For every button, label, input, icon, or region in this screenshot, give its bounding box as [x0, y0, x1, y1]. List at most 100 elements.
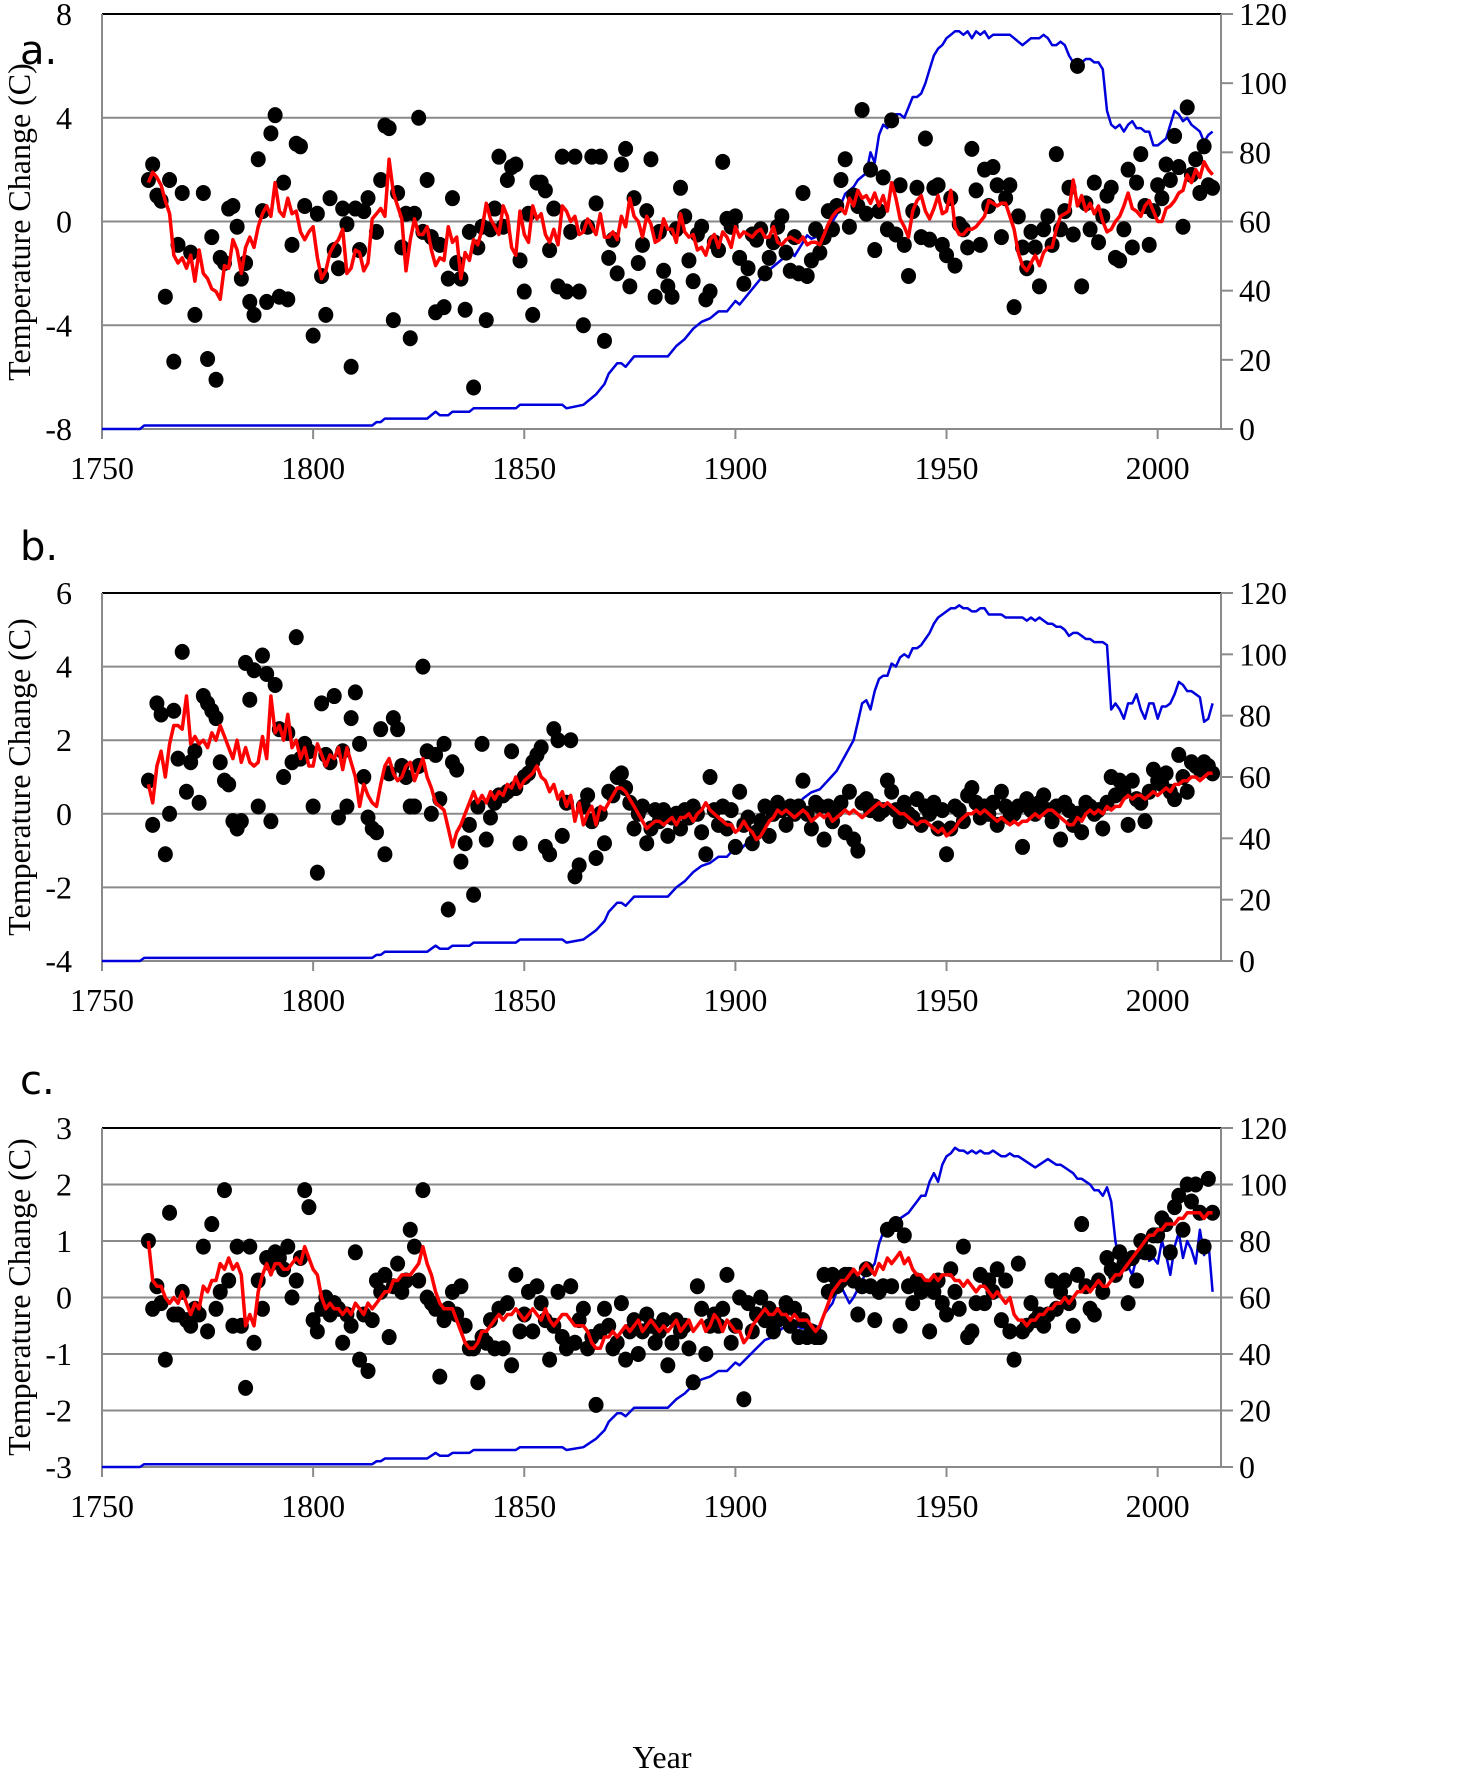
- data-point: [901, 267, 917, 284]
- data-point: [292, 138, 308, 155]
- data-point: [989, 1261, 1005, 1278]
- data-point: [250, 151, 266, 168]
- data-point: [195, 1238, 211, 1255]
- data-point: [411, 109, 427, 126]
- y-tick-label: 0: [56, 796, 72, 832]
- data-point: [884, 112, 900, 129]
- data-point: [140, 772, 156, 789]
- data-point: [596, 835, 612, 852]
- data-point: [1162, 172, 1178, 188]
- y2-tick-label: 40: [1239, 1336, 1271, 1372]
- data-point: [423, 805, 439, 822]
- y2-tick-label: 20: [1239, 342, 1271, 378]
- data-point: [660, 827, 676, 844]
- data-point: [546, 200, 562, 217]
- data-point: [630, 255, 646, 271]
- data-point: [516, 1306, 532, 1323]
- x-tick-label: 1800: [281, 982, 345, 1018]
- data-point: [364, 1312, 380, 1329]
- data-point: [360, 1362, 376, 1379]
- data-point: [280, 1238, 296, 1255]
- data-point: [516, 283, 532, 300]
- data-point: [723, 1334, 739, 1351]
- data-point: [647, 288, 663, 305]
- data-point: [917, 130, 933, 147]
- data-point: [922, 1323, 938, 1340]
- data-point: [702, 283, 718, 300]
- data-point: [297, 197, 313, 214]
- data-point: [1188, 151, 1204, 168]
- y-tick-label: 8: [56, 0, 72, 32]
- data-point: [1023, 1295, 1039, 1312]
- data-point: [347, 684, 363, 701]
- data-point: [1158, 765, 1174, 782]
- y-tick-label: -2: [45, 1393, 72, 1429]
- data-point: [1057, 1272, 1073, 1289]
- data-point: [440, 901, 456, 918]
- x-tick-label: 1750: [70, 982, 134, 1018]
- data-point: [318, 306, 334, 323]
- data-point: [267, 107, 283, 124]
- data-point: [343, 710, 359, 727]
- data-point: [406, 205, 422, 222]
- gridlines: [102, 1183, 1221, 1412]
- data-point: [740, 1295, 756, 1312]
- data-point: [457, 301, 473, 318]
- data-point: [512, 1323, 528, 1340]
- data-point: [1036, 787, 1052, 804]
- data-point: [461, 223, 477, 240]
- data-point: [254, 647, 270, 664]
- y-axis-title: Temperature Change (C): [1, 63, 37, 381]
- data-point: [406, 798, 422, 815]
- data-point: [1065, 1317, 1081, 1334]
- data-point: [1082, 221, 1098, 238]
- data-point: [284, 236, 300, 253]
- tick-labels: 1750 1800 1850 1900 1950 2000 -3 -2 -1 0 1 2 3 0 20 40 6…: [45, 1110, 1287, 1524]
- data-point: [613, 156, 629, 173]
- data-point: [542, 846, 558, 863]
- data-point: [875, 802, 891, 819]
- data-point: [799, 267, 815, 284]
- y-tick-label: 6: [56, 575, 72, 611]
- data-point: [613, 1295, 629, 1312]
- data-point: [951, 1300, 967, 1317]
- data-point: [225, 197, 241, 214]
- y2-tick-label: 60: [1239, 1280, 1271, 1316]
- data-point: [276, 174, 292, 191]
- x-tick-label: 1950: [915, 450, 979, 486]
- data-point: [681, 1340, 697, 1357]
- data-point: [162, 805, 178, 822]
- panel-b: b. 1750 1800 1850 1900 1950 2000-4-2024602040…: [1, 524, 1287, 1018]
- data-point: [377, 846, 393, 863]
- data-point: [145, 816, 161, 833]
- data-point: [727, 838, 743, 855]
- x-tick-label: 1850: [492, 1488, 556, 1524]
- data-point: [166, 702, 182, 719]
- data-point: [343, 1317, 359, 1334]
- panel-label: b.: [20, 524, 58, 570]
- data-point: [698, 1346, 714, 1362]
- data-point: [1015, 838, 1031, 855]
- data-point: [242, 691, 258, 708]
- data-point: [575, 1300, 591, 1317]
- data-point: [335, 1334, 351, 1351]
- data-point: [1171, 746, 1187, 763]
- data-point: [288, 629, 304, 646]
- data-point: [356, 203, 372, 220]
- data-point: [508, 156, 524, 173]
- data-point: [1086, 174, 1102, 191]
- data-point: [419, 172, 435, 188]
- station-count-series: [102, 1146, 1214, 1469]
- data-point: [1010, 1255, 1026, 1272]
- data-point: [499, 172, 515, 188]
- data-point: [1091, 234, 1107, 251]
- data-point: [837, 151, 853, 168]
- data-point: [250, 798, 266, 815]
- data-point: [242, 293, 258, 310]
- data-point: [1133, 146, 1149, 163]
- y2-tick-label: 20: [1239, 1393, 1271, 1429]
- data-point: [1074, 1216, 1090, 1233]
- data-point: [157, 1351, 173, 1368]
- data-point: [347, 1244, 363, 1261]
- data-point: [216, 1182, 232, 1199]
